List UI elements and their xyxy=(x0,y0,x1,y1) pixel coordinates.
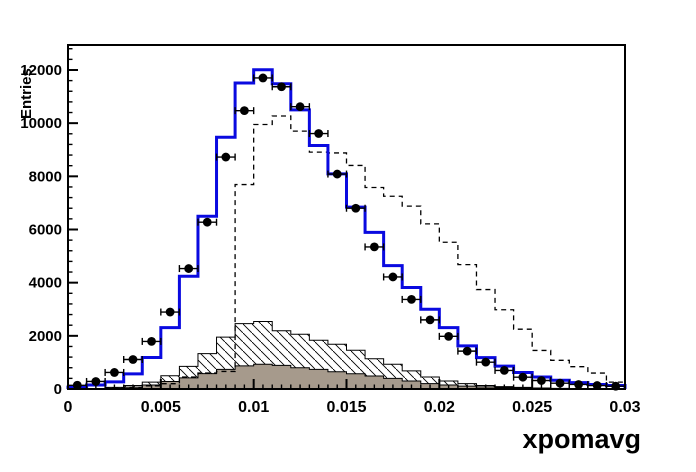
x-tick-label: 0.01 xyxy=(238,399,269,416)
data-point xyxy=(494,365,515,375)
data-point xyxy=(345,203,366,213)
data-point xyxy=(104,368,125,377)
data-point-marker xyxy=(184,264,194,273)
data-point xyxy=(234,106,255,116)
data-point-marker xyxy=(277,82,286,92)
data-point-marker xyxy=(239,106,249,116)
data-point xyxy=(364,242,385,252)
y-tick-label: 12000 xyxy=(20,62,62,79)
data-point-marker xyxy=(91,377,101,386)
data-point xyxy=(290,102,311,112)
series-layer xyxy=(66,68,627,391)
data-point xyxy=(401,295,422,304)
data-point-marker xyxy=(332,169,342,179)
data-point xyxy=(271,82,292,92)
series-dashed-mc-histogram xyxy=(68,115,626,390)
x-tick-label: 0 xyxy=(64,399,73,416)
axes-layer: 0 0.005 0.01 0.015 0.02 0.025 0.03 0 2000 4000 600… xyxy=(20,48,641,416)
data-point xyxy=(475,357,496,367)
data-point xyxy=(197,217,218,227)
data-point-marker xyxy=(518,372,528,382)
y-tick-label: 4000 xyxy=(29,275,62,292)
data-point xyxy=(141,337,162,346)
y-axis-title: Entries xyxy=(18,68,35,119)
data-point-marker xyxy=(499,365,509,375)
data-point-marker xyxy=(314,129,324,138)
data-point-marker xyxy=(388,272,398,282)
data-point-marker xyxy=(202,217,212,227)
y-tick-label: 6000 xyxy=(29,221,62,238)
data-point-marker xyxy=(258,73,268,83)
x-tick-label: 0.025 xyxy=(512,399,552,416)
data-point-marker xyxy=(555,378,565,388)
data-point xyxy=(457,346,478,356)
x-tick-label: 0.015 xyxy=(326,399,366,416)
x-axis-title: xpomavg xyxy=(522,424,641,454)
data-point-marker xyxy=(351,203,361,213)
x-axis-ticks: 0 0.005 0.01 0.015 0.02 0.025 0.03 xyxy=(64,379,641,416)
x-tick-label: 0.03 xyxy=(609,399,640,416)
data-point-marker xyxy=(481,357,491,367)
data-point-marker xyxy=(110,368,119,377)
data-point-marker xyxy=(165,307,175,317)
data-point-marker xyxy=(369,242,379,252)
data-point xyxy=(252,73,273,83)
data-point xyxy=(178,264,199,273)
data-point xyxy=(85,377,106,386)
data-point-marker xyxy=(128,355,138,364)
data-point xyxy=(420,315,441,325)
data-point-marker xyxy=(462,346,472,356)
data-point xyxy=(215,152,236,162)
data-point-marker xyxy=(407,295,416,304)
data-point-marker xyxy=(444,331,454,341)
x-tick-label: 0.02 xyxy=(424,399,455,416)
data-point xyxy=(531,376,552,385)
data-point xyxy=(160,307,181,317)
data-point xyxy=(327,169,348,179)
data-point xyxy=(308,129,329,138)
data-point-marker xyxy=(425,315,435,325)
data-point-marker xyxy=(221,152,231,162)
data-point-marker xyxy=(537,376,546,385)
y-tick-label: 10000 xyxy=(20,115,62,132)
y-tick-label: 8000 xyxy=(29,168,62,185)
data-point-marker xyxy=(574,380,583,389)
data-point xyxy=(382,272,403,282)
y-axis-ticks: 0 2000 4000 6000 8000 10000 12000 xyxy=(20,48,78,398)
data-point xyxy=(122,355,143,364)
y-tick-label: 2000 xyxy=(29,328,62,345)
data-point xyxy=(438,331,459,341)
data-point-marker xyxy=(147,337,156,346)
x-tick-label: 0.005 xyxy=(141,399,181,416)
data-point-marker xyxy=(295,102,305,112)
y-tick-label: 0 xyxy=(54,381,62,398)
